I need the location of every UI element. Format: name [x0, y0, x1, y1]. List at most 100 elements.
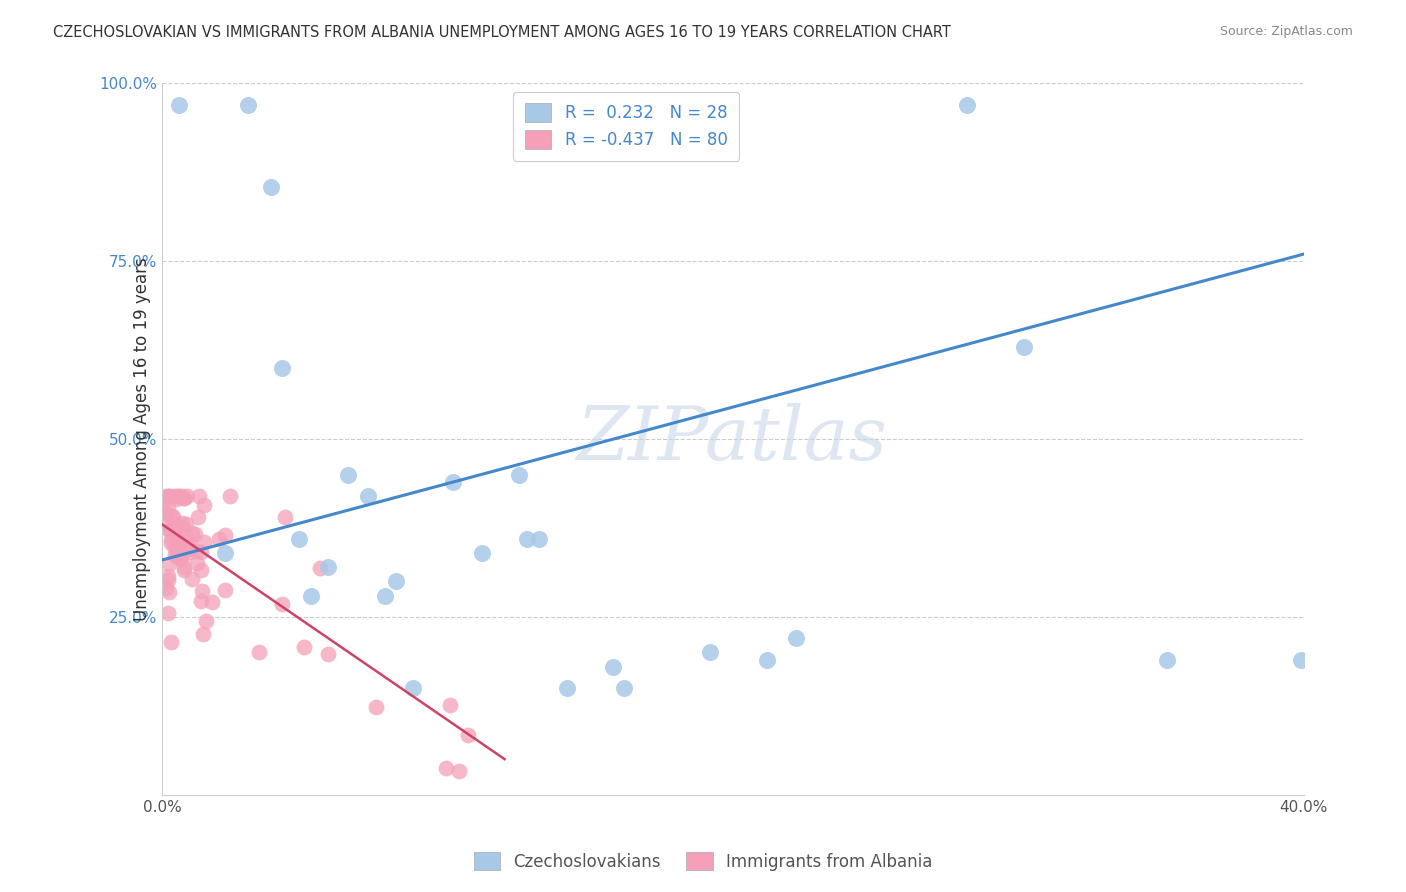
Point [193, 498, 215, 512]
Point [157, 584, 180, 599]
Point [457, 728, 479, 742]
Point [163, 489, 186, 503]
Point [157, 573, 180, 587]
Point [157, 489, 180, 503]
Point [172, 489, 194, 503]
Point [166, 531, 188, 545]
Point [218, 489, 240, 503]
Text: CZECHOSLOVAKIAN VS IMMIGRANTS FROM ALBANIA UNEMPLOYMENT AMONG AGES 16 TO 19 YEAR: CZECHOSLOVAKIAN VS IMMIGRANTS FROM ALBAN… [53, 25, 952, 40]
Point [785, 631, 807, 645]
Point [274, 509, 297, 524]
Point [157, 524, 180, 538]
Point [356, 489, 378, 503]
Point [166, 535, 188, 549]
Point [374, 589, 396, 603]
Point [439, 698, 461, 713]
Point [214, 527, 236, 541]
Point [247, 645, 270, 659]
Text: Source: ZipAtlas.com: Source: ZipAtlas.com [1219, 25, 1353, 38]
Point [180, 572, 202, 586]
Point [259, 179, 281, 194]
Point [160, 536, 183, 550]
Point [156, 606, 179, 620]
Point [288, 532, 311, 546]
Point [173, 491, 195, 506]
Point [173, 563, 195, 577]
Y-axis label: Unemployment Among Ages 16 to 19 years: Unemployment Among Ages 16 to 19 years [134, 257, 150, 621]
Point [155, 489, 177, 503]
Point [447, 764, 470, 778]
Point [316, 560, 339, 574]
Point [316, 647, 339, 661]
Point [160, 635, 183, 649]
Point [527, 532, 550, 546]
Point [157, 500, 180, 514]
Point [166, 489, 188, 503]
Point [187, 510, 209, 524]
Point [1012, 340, 1035, 354]
Point [190, 545, 212, 559]
Point [169, 97, 191, 112]
Text: ZIPatlas: ZIPatlas [578, 403, 889, 475]
Point [193, 535, 215, 549]
Point [385, 574, 408, 589]
Point [170, 516, 193, 530]
Point [214, 582, 236, 597]
Point [155, 504, 177, 518]
Point [157, 569, 180, 583]
Point [191, 584, 214, 599]
Legend: R =  0.232   N = 28, R = -0.437   N = 80: R = 0.232 N = 28, R = -0.437 N = 80 [513, 92, 740, 161]
Point [366, 700, 388, 714]
Point [308, 561, 330, 575]
Point [602, 659, 624, 673]
Point [183, 527, 205, 541]
Point [163, 522, 186, 536]
Point [292, 640, 315, 655]
Point [336, 467, 359, 482]
Point [190, 563, 212, 577]
Point [165, 541, 187, 556]
Point [236, 97, 259, 112]
Point [194, 614, 217, 628]
Point [1156, 652, 1178, 666]
Point [176, 489, 198, 503]
Point [191, 627, 214, 641]
Point [160, 533, 183, 547]
Point [166, 544, 188, 558]
Point [173, 543, 195, 558]
Point [155, 506, 177, 520]
Point [214, 546, 236, 560]
Point [157, 557, 180, 571]
Point [699, 645, 721, 659]
Point [184, 544, 207, 558]
Point [434, 761, 457, 775]
Point [186, 556, 208, 570]
Point [181, 525, 204, 540]
Point [173, 560, 195, 574]
Point [172, 520, 194, 534]
Point [402, 681, 425, 695]
Point [516, 532, 538, 546]
Point [208, 532, 231, 546]
Point [165, 548, 187, 562]
Point [166, 535, 188, 549]
Point [441, 475, 464, 489]
Point [162, 510, 184, 524]
Point [956, 97, 979, 112]
Point [1289, 652, 1312, 666]
Point [756, 652, 779, 666]
Point [162, 517, 184, 532]
Point [190, 594, 212, 608]
Point [166, 550, 188, 565]
Point [173, 491, 195, 505]
Point [271, 360, 294, 375]
Point [165, 491, 187, 506]
Point [155, 581, 177, 595]
Point [187, 489, 209, 503]
Point [557, 681, 579, 695]
Point [471, 546, 494, 560]
Point [170, 552, 193, 566]
Point [166, 524, 188, 538]
Point [613, 681, 636, 695]
Point [167, 489, 190, 503]
